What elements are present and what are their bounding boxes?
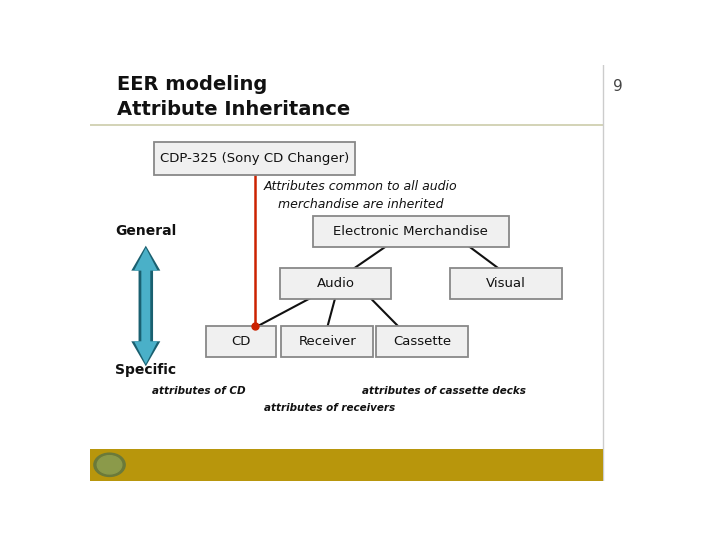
Text: attributes of receivers: attributes of receivers xyxy=(264,403,395,413)
FancyBboxPatch shape xyxy=(281,326,373,357)
Text: Attribute Inheritance: Attribute Inheritance xyxy=(117,100,350,119)
FancyBboxPatch shape xyxy=(90,65,603,125)
FancyBboxPatch shape xyxy=(154,141,355,175)
Text: CDP-325 (Sony CD Changer): CDP-325 (Sony CD Changer) xyxy=(160,152,349,165)
Text: 9: 9 xyxy=(613,79,623,94)
FancyBboxPatch shape xyxy=(450,267,562,299)
FancyBboxPatch shape xyxy=(90,449,603,481)
Text: EER modeling: EER modeling xyxy=(117,75,267,94)
Circle shape xyxy=(97,456,122,474)
Circle shape xyxy=(94,453,125,476)
Text: Electronic Merchandise: Electronic Merchandise xyxy=(333,225,488,238)
Text: attributes of CD: attributes of CD xyxy=(152,386,246,396)
Text: attributes of cassette decks: attributes of cassette decks xyxy=(362,386,526,396)
Polygon shape xyxy=(134,248,158,364)
Text: Attributes common to all audio
merchandise are inherited: Attributes common to all audio merchandi… xyxy=(264,180,457,211)
Text: Specific: Specific xyxy=(115,363,176,377)
Text: General: General xyxy=(115,224,176,238)
Text: Visual: Visual xyxy=(486,276,526,289)
Text: Receiver: Receiver xyxy=(298,335,356,348)
FancyBboxPatch shape xyxy=(313,215,508,247)
Text: Cassette: Cassette xyxy=(393,335,451,348)
FancyBboxPatch shape xyxy=(376,326,468,357)
Text: CD: CD xyxy=(231,335,251,348)
Text: Audio: Audio xyxy=(317,276,354,289)
Text: R. Ching, Ph.D. •MIS  • California State University, Sacramento: R. Ching, Ph.D. •MIS • California State … xyxy=(128,460,399,469)
FancyBboxPatch shape xyxy=(206,326,276,357)
FancyBboxPatch shape xyxy=(279,267,392,299)
Polygon shape xyxy=(131,246,161,366)
